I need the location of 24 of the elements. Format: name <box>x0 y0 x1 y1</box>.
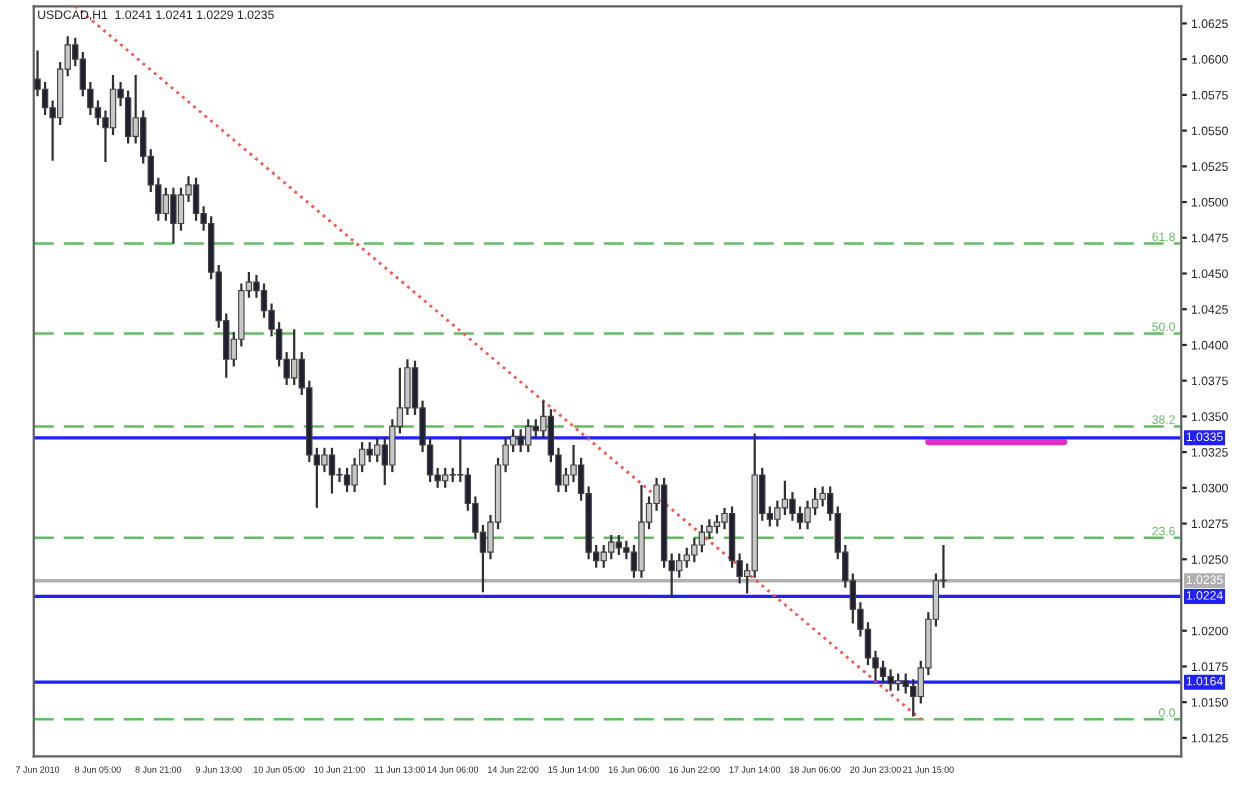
candlestick <box>343 466 351 494</box>
candlestick <box>532 418 539 439</box>
candlestick <box>608 533 615 561</box>
candlestick <box>676 552 683 579</box>
candlestick <box>781 479 789 517</box>
candlestick <box>291 328 298 387</box>
candlestick <box>374 436 381 464</box>
candlestick <box>525 418 532 454</box>
candlestick <box>600 543 607 569</box>
candlestick <box>713 513 721 535</box>
candlestick <box>887 668 894 692</box>
candlestick <box>698 523 706 554</box>
candlestick <box>728 505 736 569</box>
candlestick <box>321 446 328 474</box>
candlestick <box>441 466 449 489</box>
candlestick <box>615 533 623 557</box>
candlestick <box>819 485 826 508</box>
candlestick <box>517 428 524 454</box>
candlestick <box>170 186 177 245</box>
candlestick <box>162 186 170 222</box>
candlestick <box>124 89 132 145</box>
candlestick <box>879 659 887 685</box>
candlestick <box>328 446 336 495</box>
candlestick <box>366 441 373 464</box>
